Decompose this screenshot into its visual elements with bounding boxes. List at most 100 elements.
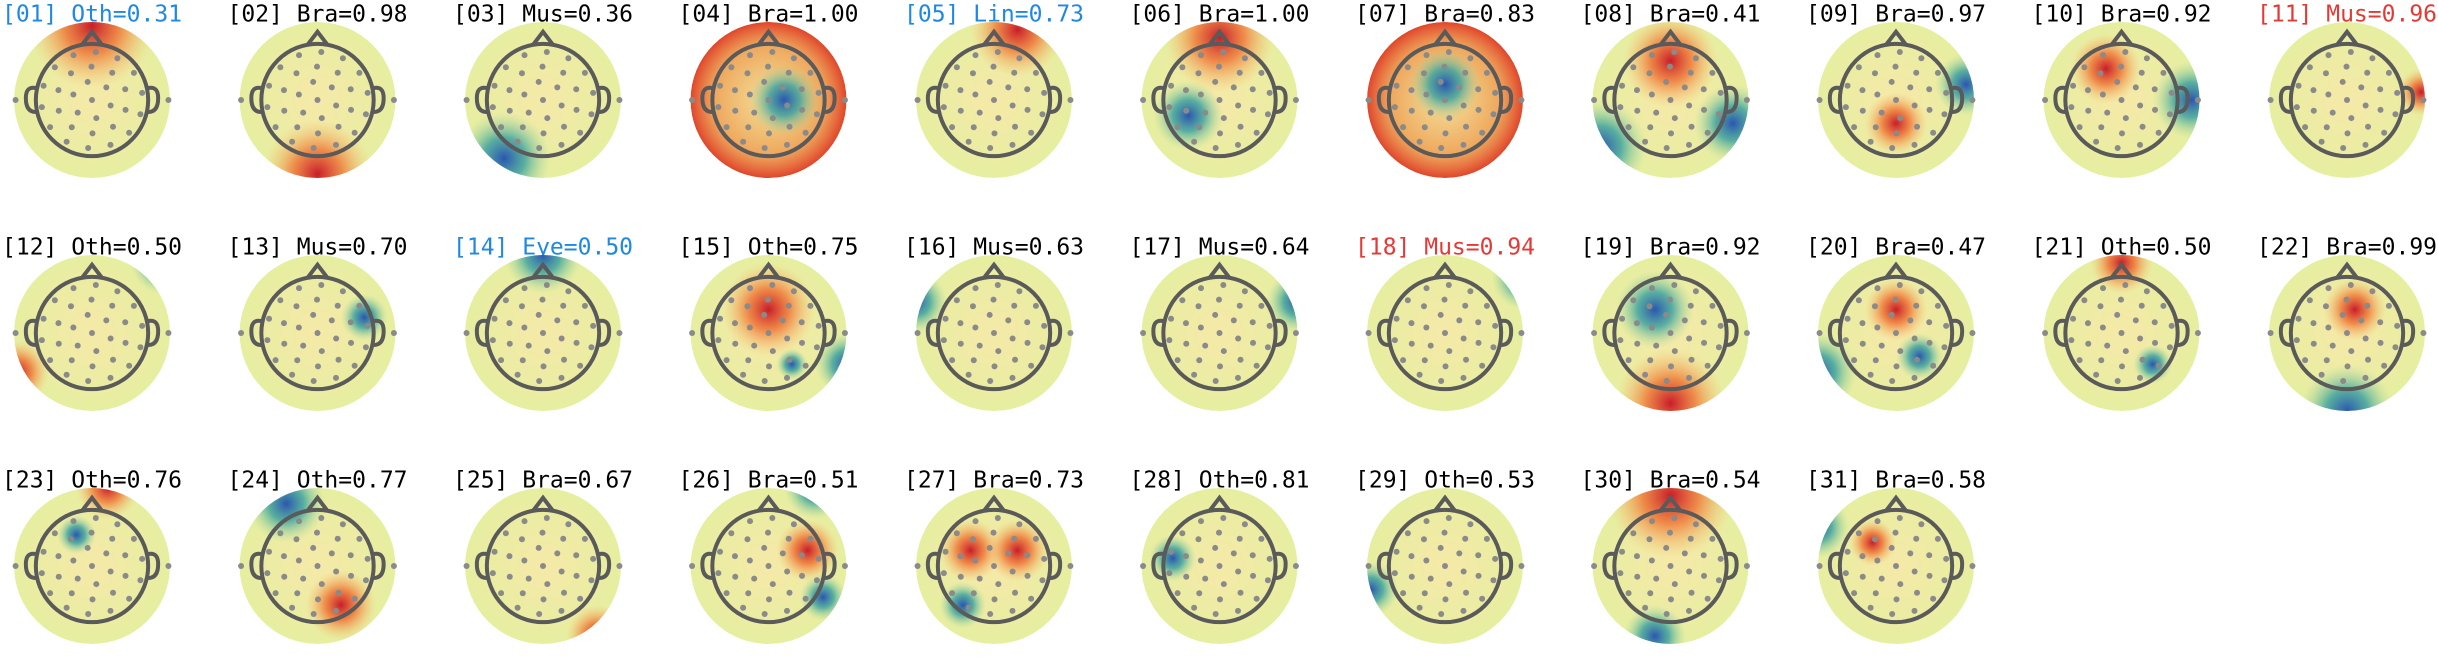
electrode <box>1688 589 1695 596</box>
topomap: [05] Lin=0.73 <box>904 2 1084 178</box>
electrode <box>588 111 595 118</box>
electrode <box>1039 577 1046 584</box>
electrode <box>914 563 921 569</box>
electrode <box>769 514 776 521</box>
electrode <box>1878 109 1885 116</box>
electrode <box>1625 590 1632 597</box>
electrode <box>1893 596 1900 603</box>
map-blob <box>1149 534 1197 582</box>
map <box>2269 255 2425 411</box>
electrode <box>89 596 96 603</box>
electrode <box>728 530 735 537</box>
ear <box>1275 318 1288 347</box>
electrode <box>2085 107 2092 114</box>
electrode <box>1855 530 1862 537</box>
ear <box>1726 318 1739 347</box>
electrode <box>1067 97 1074 103</box>
electrode <box>1220 581 1227 588</box>
electrode <box>2365 356 2372 363</box>
electrode <box>1969 97 1976 103</box>
electrode <box>1681 317 1688 324</box>
topomap: [18] Mus=0.94 <box>1355 235 1535 411</box>
electrode <box>1427 342 1434 349</box>
electrode <box>986 78 993 85</box>
electrode <box>765 296 772 303</box>
electrode <box>40 315 47 322</box>
electrode <box>841 330 848 336</box>
electrode <box>277 297 284 304</box>
electrode <box>1365 563 1372 569</box>
electrode <box>785 69 792 76</box>
electrode <box>1253 362 1260 369</box>
electrode <box>328 550 335 557</box>
electrode <box>70 52 77 59</box>
electrode <box>2362 335 2369 342</box>
electrode <box>333 335 340 342</box>
electrode <box>1166 104 1173 111</box>
electrode <box>1859 553 1866 560</box>
electrode <box>573 339 580 346</box>
electrode <box>1648 324 1655 331</box>
electrode <box>715 104 722 111</box>
electrode <box>1253 595 1260 602</box>
electrode <box>813 344 820 351</box>
electrode <box>1234 607 1241 614</box>
electrode <box>1168 548 1175 555</box>
electrode <box>2344 97 2350 103</box>
electrode <box>1851 590 1858 597</box>
electrode <box>67 70 74 77</box>
electrode <box>588 577 595 584</box>
electrode <box>765 563 772 569</box>
electrode <box>942 548 949 555</box>
electrode <box>1005 550 1012 557</box>
electrode <box>1197 557 1204 564</box>
electrode <box>165 97 172 103</box>
electrode <box>1872 124 1879 131</box>
electrode <box>1024 319 1031 326</box>
electrode <box>1816 563 1823 569</box>
electrode <box>1941 577 1948 584</box>
electrode <box>1404 297 1411 304</box>
electrode <box>745 124 752 131</box>
electrode <box>351 362 358 369</box>
electrode <box>2318 138 2325 145</box>
electrode <box>289 138 296 145</box>
electrode <box>1625 124 1632 131</box>
electrode <box>1926 106 1933 113</box>
electrode <box>1653 109 1660 116</box>
electrode <box>1028 362 1035 369</box>
electrode <box>63 138 70 145</box>
ear <box>1602 551 1615 580</box>
electrode <box>953 530 960 537</box>
electrode <box>1889 145 1896 152</box>
electrode <box>769 581 776 588</box>
electrode <box>294 590 301 597</box>
electrode <box>1591 330 1598 336</box>
electrode <box>2392 111 2399 118</box>
electrode <box>1844 315 1851 322</box>
electrode <box>1667 529 1674 536</box>
electrode <box>1168 315 1175 322</box>
electrode <box>2381 129 2388 136</box>
electrode <box>1421 124 1428 131</box>
electrode <box>314 529 321 536</box>
nose <box>1207 261 1232 280</box>
ear <box>1827 85 1841 114</box>
electrode <box>314 596 321 603</box>
electrode <box>489 104 496 111</box>
electrode <box>2310 340 2317 347</box>
ear <box>1049 551 1063 580</box>
electrode <box>51 64 58 71</box>
topomap: [07] Bra=0.83 <box>1355 2 1535 178</box>
electrode <box>784 335 791 342</box>
electrode <box>798 319 805 326</box>
map <box>1592 255 1749 411</box>
electrode <box>502 64 509 71</box>
electrode <box>1216 330 1223 336</box>
electrode <box>790 288 797 295</box>
electrode <box>2136 141 2143 148</box>
electrode <box>957 573 964 580</box>
electrode <box>1005 317 1012 324</box>
electrode <box>2362 374 2369 381</box>
electrode <box>109 535 116 542</box>
